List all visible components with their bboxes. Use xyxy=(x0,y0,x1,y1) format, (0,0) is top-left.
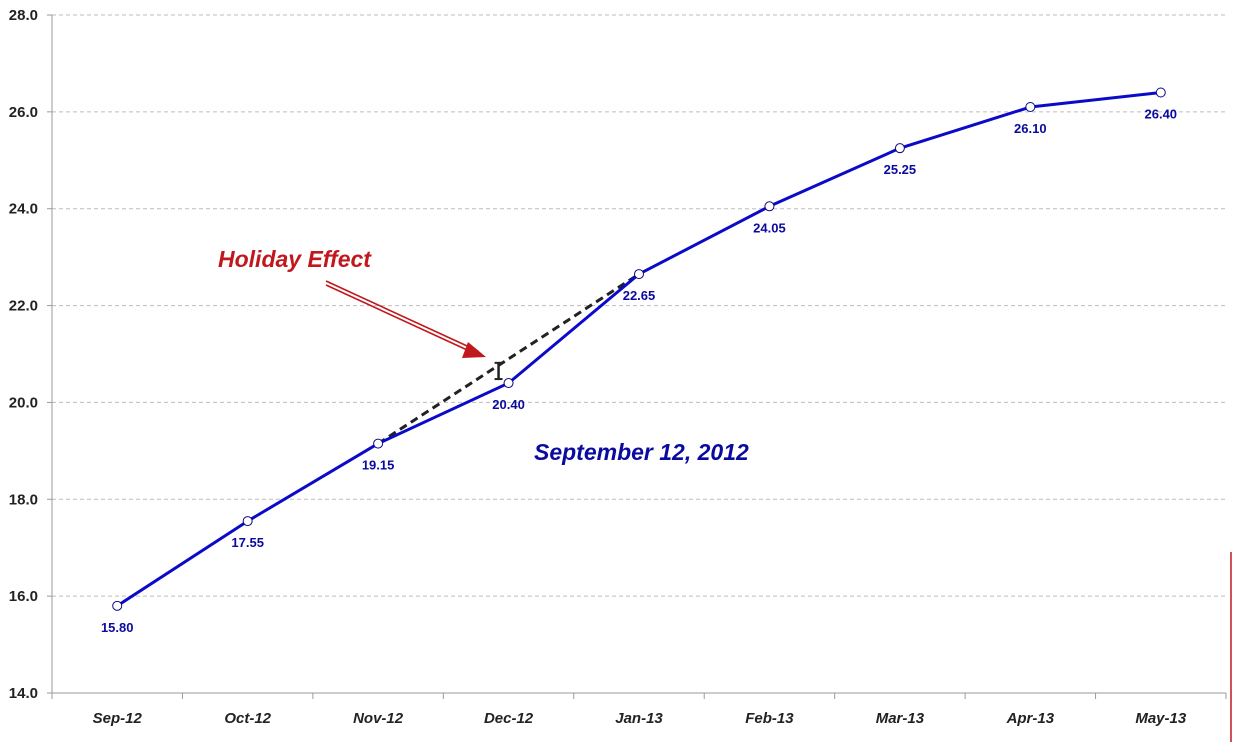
y-tick-label: 20.0 xyxy=(9,394,38,411)
data-point-marker xyxy=(894,143,905,154)
data-label: 26.10 xyxy=(1014,121,1047,136)
y-tick-label: 24.0 xyxy=(9,201,38,218)
y-tick-label: 16.0 xyxy=(9,588,38,605)
annotations: Holiday Effect September 12, 2012 xyxy=(218,246,749,465)
data-label: 24.05 xyxy=(753,220,786,235)
data-point-marker xyxy=(634,269,644,280)
arrow-head xyxy=(462,342,486,358)
y-tick-label: 28.0 xyxy=(9,7,38,24)
data-label: 17.55 xyxy=(231,535,264,550)
data-point-marker xyxy=(373,438,384,449)
data-labels: 15.80 17.55 19.15 20.40 22.65 24.05 25.25 26.10… xyxy=(101,106,1177,634)
data-label: 22.65 xyxy=(623,288,656,303)
series-line xyxy=(116,90,1161,608)
data-point-marker xyxy=(1155,87,1166,98)
data-label: 15.80 xyxy=(101,620,134,635)
y-tick-label: 26.0 xyxy=(9,104,38,121)
data-point-marker xyxy=(503,378,514,389)
data-point-marker xyxy=(764,201,775,212)
x-tick-label: Nov-12 xyxy=(353,710,404,727)
trend-dashed-line xyxy=(377,272,640,445)
axes xyxy=(47,14,1232,742)
y-tick-label: 18.0 xyxy=(9,491,38,508)
x-tick-label: Oct-12 xyxy=(224,710,271,727)
x-tick-label: Feb-13 xyxy=(745,710,794,727)
data-label: 19.15 xyxy=(362,458,395,473)
series-line-layer xyxy=(116,90,1161,608)
x-tick-label: Sep-12 xyxy=(93,710,143,727)
x-tick-label: Dec-12 xyxy=(484,710,534,727)
x-tick-label: May-13 xyxy=(1135,710,1187,727)
y-axis-tick-labels: 14.0 16.0 18.0 20.0 22.0 24.0 26.0 28.0 xyxy=(9,7,38,702)
y-tick-label: 14.0 xyxy=(9,685,38,702)
data-point-marker xyxy=(242,516,253,527)
arrow-shaft-upper xyxy=(325,280,479,352)
data-label: 25.25 xyxy=(884,162,917,177)
data-point-marker xyxy=(112,600,123,611)
date-label: September 12, 2012 xyxy=(534,439,749,465)
point-markers xyxy=(112,87,1166,611)
gridlines xyxy=(52,14,1226,597)
data-point-marker xyxy=(1025,102,1036,113)
x-tick-label: Mar-13 xyxy=(876,710,925,727)
x-tick-label: Jan-13 xyxy=(615,710,663,727)
holiday-effect-label: Holiday Effect xyxy=(218,246,372,272)
y-tick-label: 22.0 xyxy=(9,298,38,315)
data-label: 20.40 xyxy=(492,397,525,412)
x-axis-tick-labels: Sep-12 Oct-12 Nov-12 Dec-12 Jan-13 Feb-13 Mar-… xyxy=(93,710,1187,727)
x-tick-label: Apr-13 xyxy=(1006,710,1055,727)
data-label: 26.40 xyxy=(1145,106,1178,121)
arrow-shaft-lower xyxy=(325,284,479,356)
